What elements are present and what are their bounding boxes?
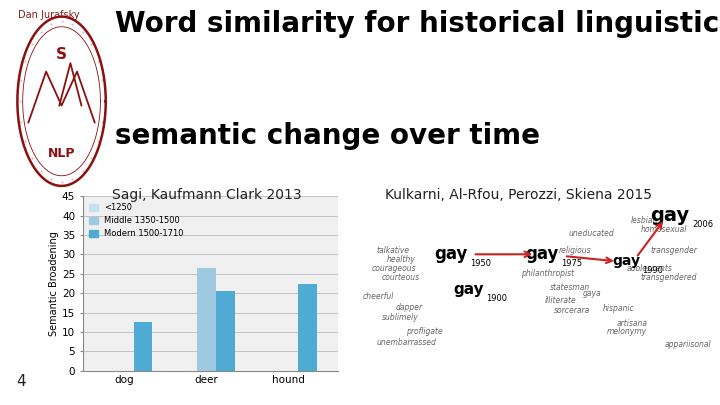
Bar — [216, 291, 235, 371]
Text: profligate: profligate — [405, 327, 442, 336]
Text: courteous: courteous — [382, 273, 420, 282]
Text: adolescents: adolescents — [626, 264, 672, 273]
Y-axis label: Semantic Broadening: Semantic Broadening — [49, 231, 59, 336]
Text: transgendered: transgendered — [641, 273, 697, 282]
Text: melonymy: melonymy — [607, 327, 647, 336]
Text: cheerful: cheerful — [362, 292, 394, 301]
Text: Word similarity for historical linguistics:: Word similarity for historical linguisti… — [115, 10, 720, 38]
Text: gay: gay — [612, 254, 640, 269]
Text: appariisonal: appariisonal — [665, 340, 711, 349]
Text: gay: gay — [434, 245, 468, 263]
Text: 1975: 1975 — [562, 259, 582, 268]
Legend: <1250, Middle 1350-1500, Modern 1500-1710: <1250, Middle 1350-1500, Modern 1500-171… — [87, 200, 186, 241]
Text: religious: religious — [559, 246, 592, 255]
Text: lesbian: lesbian — [631, 216, 659, 225]
Text: unembarrassed: unembarrassed — [377, 338, 436, 347]
Text: Kulkarni, Al-Rfou, Perozzi, Skiena 2015: Kulkarni, Al-Rfou, Perozzi, Skiena 2015 — [385, 188, 652, 202]
Text: healthy: healthy — [387, 255, 415, 264]
Text: homosexual: homosexual — [641, 225, 687, 234]
Text: talkative: talkative — [377, 246, 410, 255]
Text: illiterate: illiterate — [545, 296, 577, 305]
Text: philanthropist: philanthropist — [521, 269, 574, 278]
Text: sublimely: sublimely — [382, 313, 418, 322]
Text: semantic change over time: semantic change over time — [115, 122, 540, 149]
Bar — [298, 284, 318, 371]
Text: hispanic: hispanic — [603, 305, 634, 313]
Text: Dan Jurafsky: Dan Jurafsky — [18, 10, 80, 20]
Text: dapper: dapper — [396, 303, 423, 312]
Text: sorcerara: sorcerara — [554, 306, 590, 315]
Text: uneducated: uneducated — [569, 229, 615, 238]
Text: 1900: 1900 — [486, 294, 508, 303]
Text: statesman: statesman — [549, 283, 590, 292]
Bar — [133, 322, 153, 371]
Text: Sagi, Kaufmann Clark 2013: Sagi, Kaufmann Clark 2013 — [112, 188, 301, 202]
Text: 4: 4 — [16, 374, 25, 389]
Text: gaya: gaya — [583, 288, 602, 298]
Text: gay: gay — [526, 245, 559, 263]
Text: 2006: 2006 — [692, 220, 714, 230]
Bar — [197, 268, 216, 371]
Text: artisana: artisana — [617, 318, 648, 328]
Text: gay: gay — [454, 282, 485, 297]
Text: S: S — [56, 47, 67, 62]
Text: NLP: NLP — [48, 147, 76, 160]
Text: 1950: 1950 — [470, 259, 491, 268]
Text: 1990: 1990 — [642, 266, 662, 275]
Text: transgender: transgender — [650, 246, 697, 255]
Text: courageous: courageous — [372, 264, 417, 273]
Text: gay: gay — [650, 206, 690, 225]
